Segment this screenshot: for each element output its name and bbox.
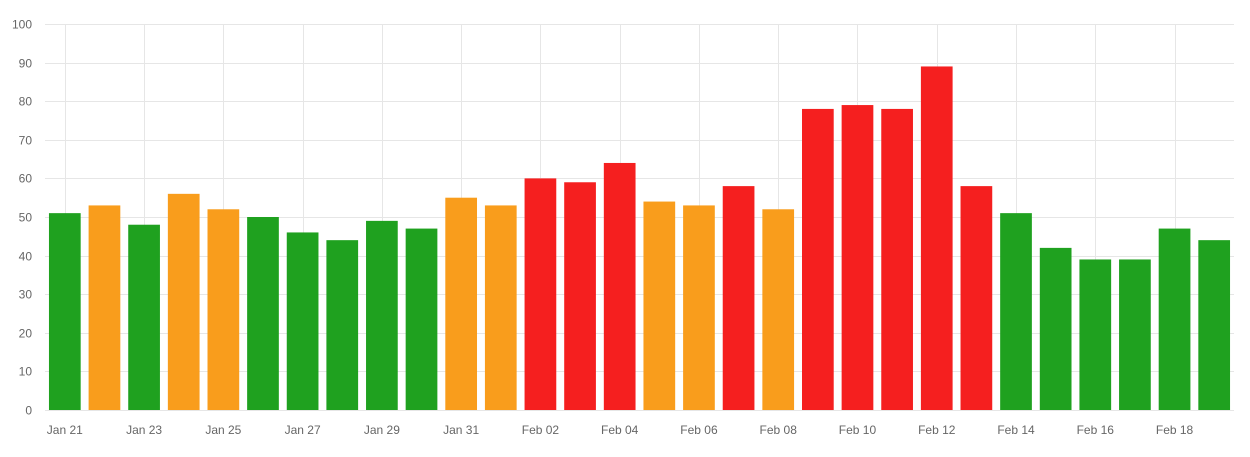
- x-tick-label: Feb 18: [1156, 423, 1194, 437]
- y-tick-label: 0: [25, 404, 32, 418]
- x-tick-label: Feb 16: [1077, 423, 1115, 437]
- y-tick-label: 90: [19, 57, 33, 71]
- x-tick-label: Feb 06: [680, 423, 718, 437]
- x-tick-label: Jan 21: [47, 423, 83, 437]
- bar-jan-24[interactable]: [167, 193, 200, 410]
- y-tick-label: 50: [19, 211, 33, 225]
- bar-feb-08[interactable]: [762, 209, 795, 410]
- y-tick-label: 10: [19, 365, 33, 379]
- bars-layer: [48, 66, 1231, 411]
- bar-feb-19[interactable]: [1198, 240, 1231, 410]
- bar-feb-14[interactable]: [1000, 213, 1032, 410]
- bar-feb-01[interactable]: [484, 205, 517, 410]
- x-tick-label: Feb 10: [839, 423, 877, 437]
- x-tick-label: Jan 25: [205, 423, 241, 437]
- bar-jan-26[interactable]: [247, 217, 279, 410]
- bar-feb-12[interactable]: [920, 66, 953, 411]
- bar-jan-29[interactable]: [366, 220, 398, 410]
- bar-feb-05[interactable]: [643, 201, 676, 410]
- bar-feb-13[interactable]: [960, 186, 993, 410]
- x-tick-label: Feb 14: [997, 423, 1035, 437]
- bar-jan-27[interactable]: [286, 232, 319, 410]
- y-tick-label: 80: [19, 95, 33, 109]
- y-tick-label: 30: [19, 288, 33, 302]
- bar-jan-30[interactable]: [405, 228, 438, 410]
- x-tick-label: Feb 04: [601, 423, 639, 437]
- x-tick-label: Jan 31: [443, 423, 479, 437]
- x-tick-label: Jan 27: [285, 423, 321, 437]
- bar-feb-10[interactable]: [841, 105, 874, 410]
- y-tick-label: 60: [19, 172, 33, 186]
- y-tick-label: 40: [19, 250, 33, 264]
- bar-feb-09[interactable]: [802, 108, 834, 411]
- bar-jan-31[interactable]: [445, 197, 478, 410]
- bar-jan-28[interactable]: [326, 240, 359, 410]
- x-axis: Jan 21 Jan 23 Jan 25 Jan 27 Jan 29 Jan 31 Feb …: [47, 423, 1194, 437]
- bar-jan-22[interactable]: [88, 205, 121, 410]
- bar-feb-11[interactable]: [881, 108, 913, 411]
- bar-jan-25[interactable]: [207, 209, 240, 410]
- bar-feb-07[interactable]: [722, 186, 755, 410]
- y-tick-label: 20: [19, 327, 33, 341]
- bar-feb-15[interactable]: [1039, 247, 1072, 410]
- y-tick-label: 70: [19, 134, 33, 148]
- bar-feb-16[interactable]: [1079, 259, 1112, 410]
- bar-feb-03[interactable]: [564, 182, 596, 410]
- y-axis: 0 10 20 30 40 50 60 70 80 90 100: [12, 18, 32, 418]
- bar-jan-21[interactable]: [48, 213, 81, 410]
- x-tick-label: Feb 12: [918, 423, 956, 437]
- bar-feb-06[interactable]: [683, 205, 715, 410]
- bar-feb-02[interactable]: [524, 178, 557, 410]
- x-tick-label: Jan 29: [364, 423, 400, 437]
- bar-feb-18[interactable]: [1158, 228, 1191, 410]
- bar-jan-23[interactable]: [128, 224, 160, 410]
- bar-feb-17[interactable]: [1119, 259, 1151, 410]
- x-tick-label: Feb 02: [522, 423, 560, 437]
- x-tick-label: Feb 08: [760, 423, 798, 437]
- x-tick-label: Jan 23: [126, 423, 162, 437]
- y-tick-label: 100: [12, 18, 32, 32]
- bar-feb-04[interactable]: [603, 162, 636, 410]
